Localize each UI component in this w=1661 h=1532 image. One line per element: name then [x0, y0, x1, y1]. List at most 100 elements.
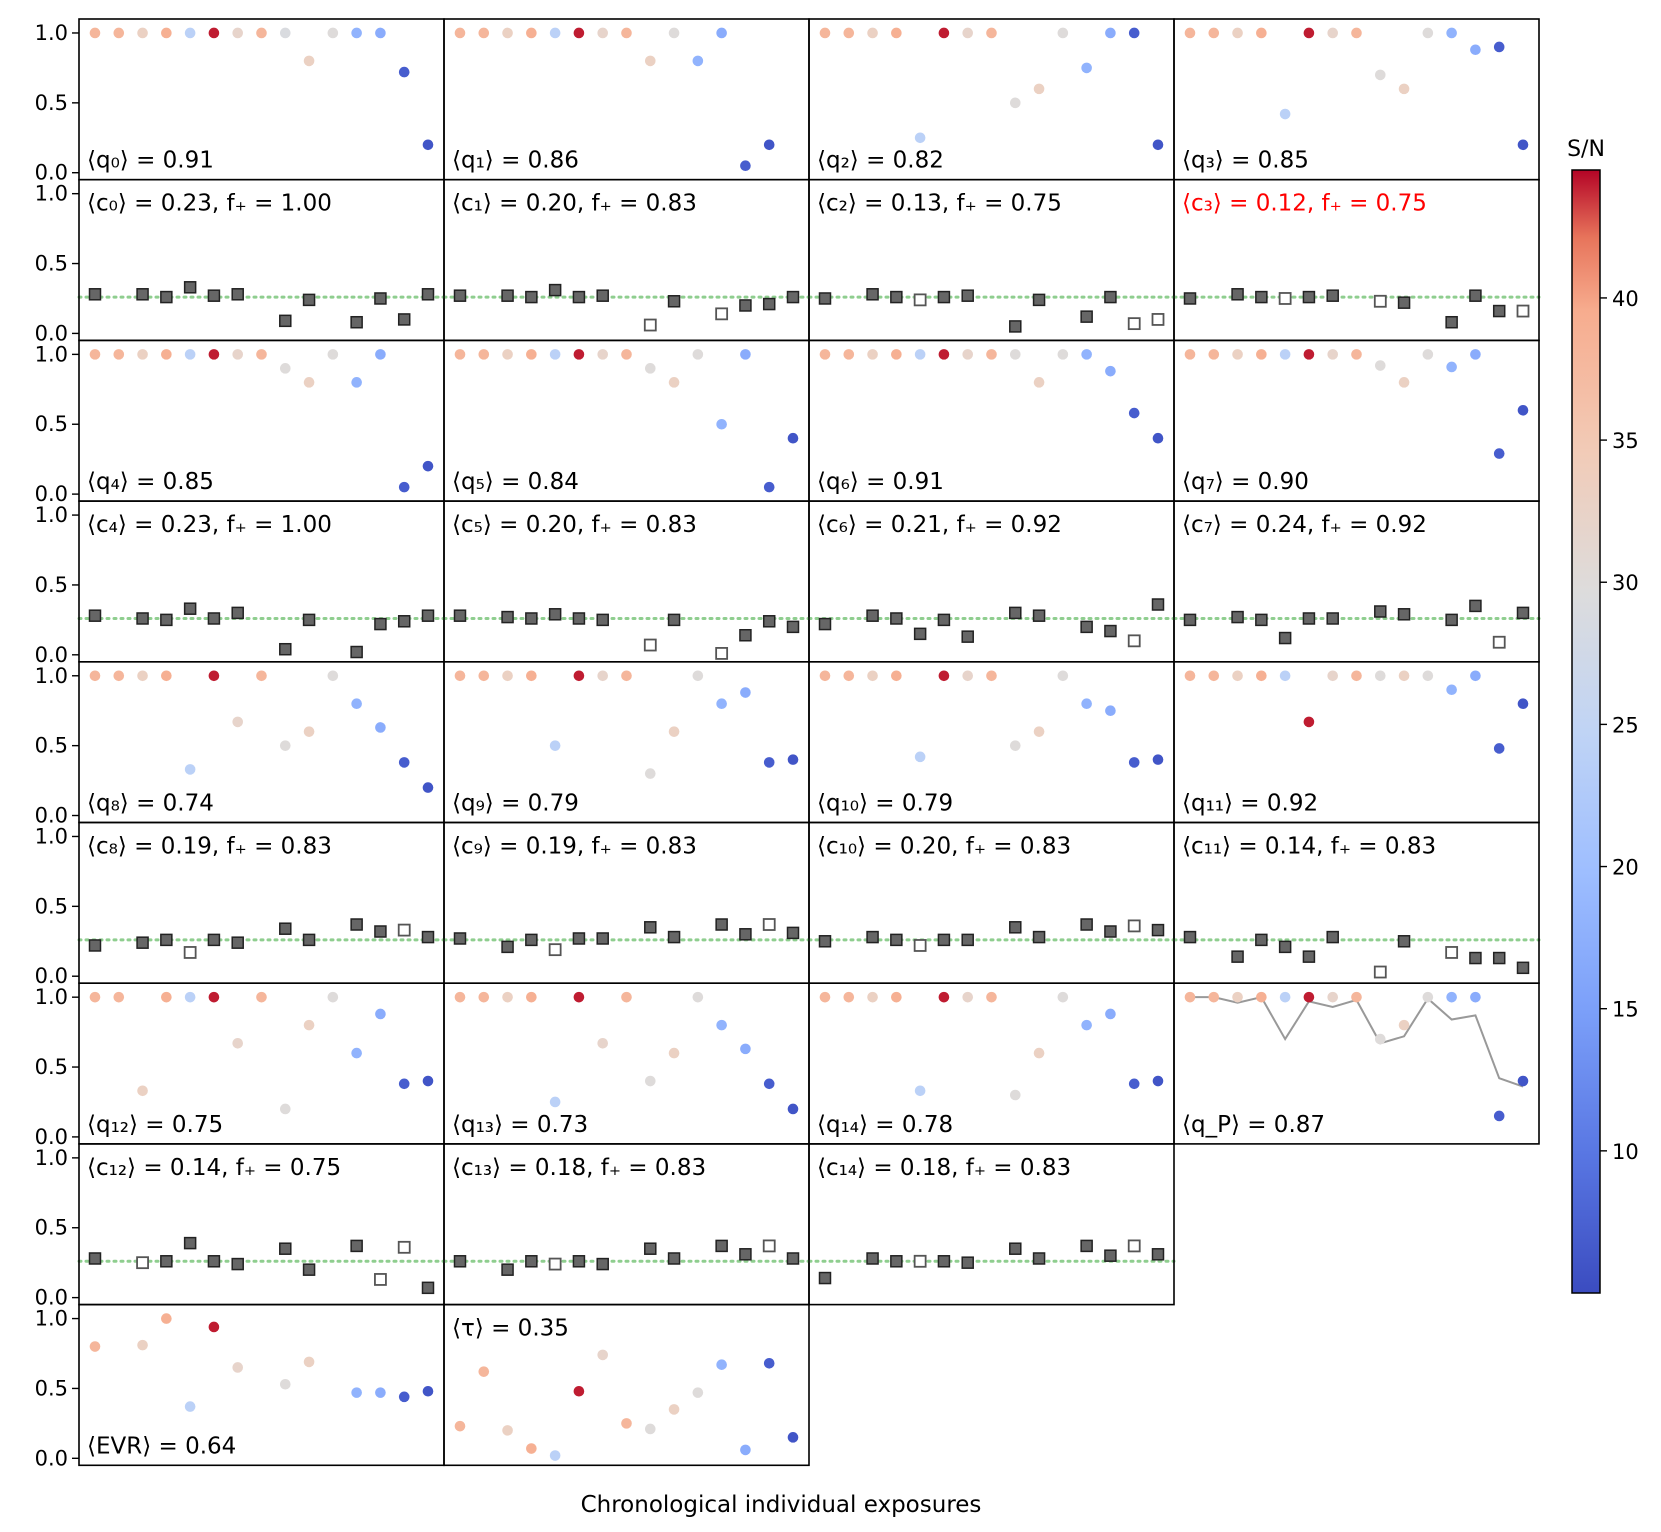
- panel-label: ⟨c₁₂⟩ = 0.14, f₊ = 0.75: [87, 1155, 341, 1181]
- data-point: [1517, 404, 1529, 416]
- y-tick-label: 0.0: [35, 1286, 68, 1310]
- data-point: [891, 991, 902, 1003]
- data-point: [232, 27, 244, 39]
- data-point: [644, 55, 656, 67]
- filled-square-marker: [1397, 296, 1411, 309]
- filled-square-marker: [1469, 951, 1482, 965]
- data-point: [1009, 349, 1021, 360]
- filled-square-marker: [136, 612, 149, 625]
- data-point: [692, 1387, 704, 1398]
- data-point: [716, 1359, 727, 1370]
- panel-label: ⟨c₁₃⟩ = 0.18, f₊ = 0.83: [452, 1155, 706, 1181]
- panel-label: ⟨c₄⟩ = 0.23, f₊ = 1.00: [87, 512, 332, 538]
- data-point: [161, 991, 172, 1003]
- data-point: [454, 991, 466, 1003]
- panel-c7: ⟨c₇⟩ = 0.24, f₊ = 0.92: [1172, 500, 1541, 663]
- filled-square-marker: [350, 315, 363, 329]
- data-point: [1208, 349, 1220, 360]
- data-point: [303, 55, 315, 67]
- data-point: [716, 1019, 727, 1031]
- y-tick-label: 0.0: [35, 161, 68, 185]
- data-point: [1128, 407, 1140, 419]
- filled-square-marker: [160, 1255, 173, 1268]
- colorbar: S/N 10 15 20 25 30 35 40: [1567, 137, 1639, 1294]
- panel-c0: 1.0 0.5 0.0 ⟨c₀⟩ = 0.23, f₊ = 1.00: [35, 178, 446, 345]
- filled-square-marker: [937, 1255, 951, 1268]
- filled-square-marker: [1151, 1248, 1165, 1261]
- panel-q4: 1.0 0.5 0.0 ⟨q₄⟩ = 0.85: [35, 339, 445, 506]
- filled-square-marker: [596, 613, 609, 627]
- data-point: [914, 132, 926, 144]
- open-square-marker: [913, 293, 927, 307]
- panel-q10: ⟨q₁₀⟩ = 0.79: [808, 660, 1175, 824]
- data-point: [1105, 1008, 1116, 1020]
- data-point: [279, 1378, 291, 1390]
- data-point: [89, 670, 101, 682]
- filled-square-marker: [786, 1252, 800, 1265]
- data-point: [1208, 670, 1220, 682]
- y-tick-label: 0.5: [35, 412, 68, 436]
- data-point: [843, 670, 855, 682]
- data-point: [716, 27, 727, 39]
- data-point: [422, 782, 434, 793]
- filled-square-marker: [279, 922, 292, 935]
- panel-label: ⟨q₇⟩ = 0.90: [1182, 469, 1309, 495]
- data-point: [208, 991, 220, 1003]
- filled-square-marker: [1032, 1252, 1046, 1265]
- filled-square-marker: [1302, 950, 1316, 963]
- filled-square-marker: [1302, 290, 1316, 304]
- data-point: [1422, 27, 1434, 39]
- filled-square-marker: [786, 290, 800, 304]
- filled-square-marker: [279, 642, 292, 656]
- panel-label: ⟨c₁⟩ = 0.20, f₊ = 0.83: [452, 191, 697, 217]
- open-square-marker: [1127, 634, 1141, 648]
- data-point: [914, 1085, 926, 1097]
- data-point: [375, 722, 386, 733]
- filled-square-marker: [818, 935, 832, 948]
- data-point: [526, 1443, 537, 1454]
- data-point: [787, 754, 799, 765]
- filled-square-marker: [525, 1255, 538, 1268]
- panel-label: ⟨q₈⟩ = 0.74: [87, 791, 214, 817]
- filled-square-marker: [866, 1252, 879, 1265]
- y-tick-label: 0.5: [35, 1376, 68, 1400]
- filled-square-marker: [1374, 605, 1387, 618]
- data-point: [1398, 670, 1410, 682]
- data-point: [1184, 991, 1196, 1003]
- filled-square-marker: [1104, 624, 1117, 638]
- filled-square-marker: [350, 1239, 363, 1253]
- y-tick-label: 1.0: [35, 1307, 68, 1331]
- data-point: [1470, 349, 1481, 360]
- data-point: [375, 27, 386, 39]
- data-point: [549, 27, 561, 39]
- data-point: [303, 377, 315, 388]
- filled-square-marker: [1255, 933, 1268, 947]
- panel-frame: [443, 1303, 810, 1467]
- panel-label: ⟨c₅⟩ = 0.20, f₊ = 0.83: [452, 512, 697, 538]
- data-point: [161, 27, 172, 39]
- data-point: [398, 66, 410, 78]
- y-tick-label: 1.0: [35, 824, 68, 848]
- data-point: [938, 349, 950, 360]
- data-point: [1232, 349, 1243, 360]
- y-tick-label: 0.5: [35, 573, 68, 597]
- panel-q8: 1.0 0.5 0.0 ⟨q₈⟩ = 0.74: [35, 660, 445, 828]
- filled-square-marker: [937, 290, 951, 304]
- panel-q0: 1.0 0.5 0.0 ⟨q₀⟩ = 0.91: [35, 18, 445, 185]
- filled-square-marker: [207, 289, 221, 302]
- data-point: [232, 716, 244, 728]
- data-point: [962, 670, 974, 682]
- filled-square-marker: [501, 940, 514, 954]
- data-point: [1279, 108, 1291, 120]
- filled-square-marker: [88, 609, 102, 622]
- data-point: [351, 1047, 362, 1059]
- panel-label: ⟨c₁₁⟩ = 0.14, f₊ = 0.83: [1182, 834, 1436, 860]
- data-point: [914, 349, 926, 360]
- filled-square-marker: [739, 299, 752, 312]
- panel-q1: ⟨q₁⟩ = 0.86: [443, 18, 810, 181]
- data-point: [1105, 705, 1116, 717]
- filled-square-marker: [1080, 1239, 1093, 1253]
- filled-square-marker: [644, 921, 657, 934]
- data-point: [644, 768, 656, 779]
- filled-square-marker: [596, 289, 609, 302]
